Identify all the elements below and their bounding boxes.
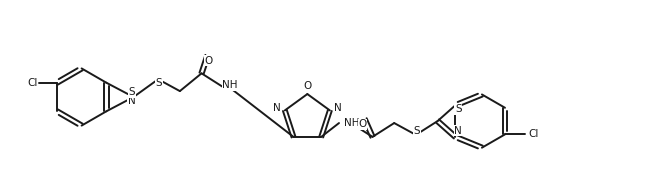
Text: N: N [273,103,281,113]
Text: O: O [359,119,367,129]
Text: Cl: Cl [27,78,37,88]
Text: S: S [414,126,420,136]
Text: Cl: Cl [528,129,539,139]
Text: N: N [334,103,341,113]
Text: S: S [156,78,162,88]
Text: N: N [128,96,136,105]
Text: NH: NH [222,80,238,90]
Text: S: S [129,88,135,98]
Text: N: N [454,126,462,136]
Text: O: O [303,81,312,91]
Text: S: S [455,104,461,114]
Text: NH: NH [344,118,359,128]
Text: O: O [204,56,213,66]
